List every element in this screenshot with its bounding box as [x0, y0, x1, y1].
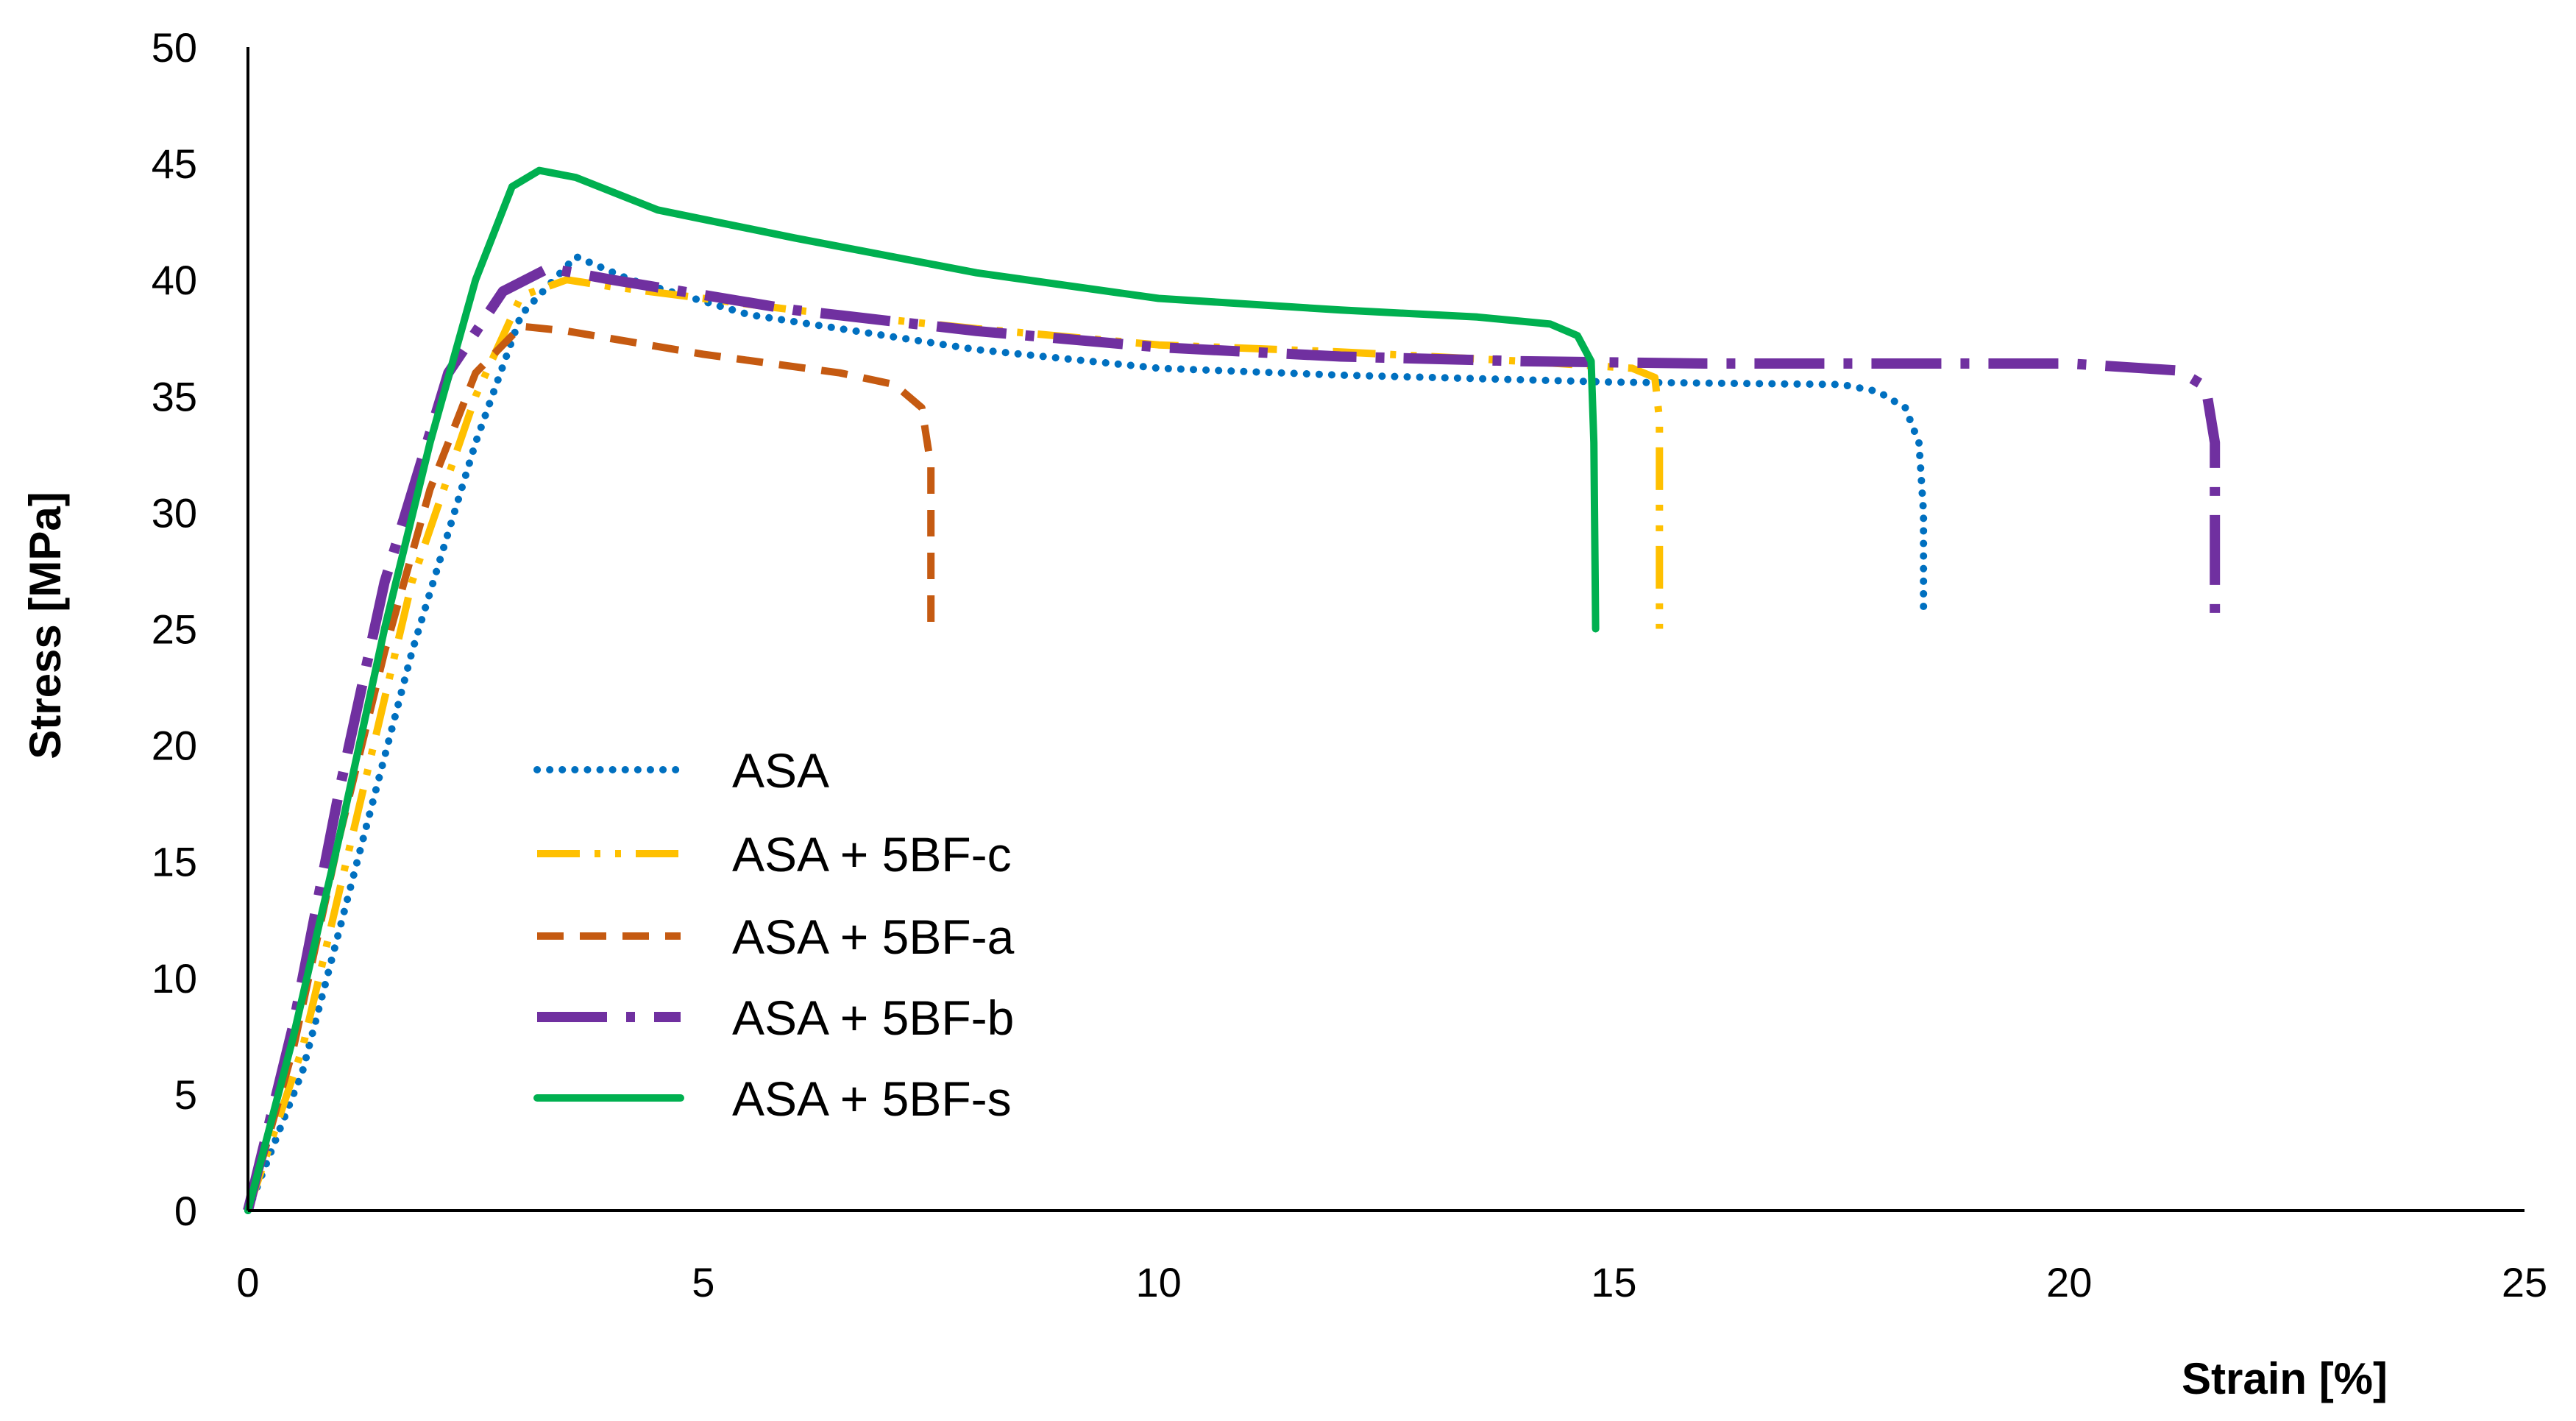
legend-label: ASA + 5BF-b	[732, 991, 1014, 1045]
y-tick-label: 5	[174, 1071, 197, 1118]
legend-label: ASA + 5BF-a	[732, 910, 1015, 964]
y-tick-label: 25	[152, 606, 197, 653]
y-tick-label: 0	[174, 1188, 197, 1234]
series-line-asa-5bf-c	[244, 276, 1664, 1212]
x-tick-label: 15	[1591, 1259, 1636, 1305]
x-axis-title: Strain [%]	[2182, 1354, 2388, 1403]
x-tick-label: 20	[2046, 1259, 2092, 1305]
y-tick-label: 40	[152, 257, 197, 303]
y-tick-label: 50	[152, 24, 197, 71]
x-tick-label: 0	[236, 1259, 259, 1305]
plot-area	[243, 166, 2221, 1214]
y-tick-label: 35	[152, 373, 197, 419]
series-line-asa-5bf-b	[243, 263, 2221, 1212]
x-tick-label: 25	[2502, 1259, 2547, 1305]
y-tick-label: 45	[152, 141, 197, 187]
series-line-asa-5bf-s	[244, 166, 1600, 1214]
legend: ASA ASA + 5BF-c ASA + 5BF-a ASA + 5BF-b ASA …	[533, 743, 1015, 1126]
legend-label: ASA + 5BF-c	[732, 827, 1012, 882]
y-tick-label: 10	[152, 955, 197, 1002]
series-line-asa	[244, 252, 1928, 1214]
y-axis-title: Stress [MPa]	[21, 492, 70, 759]
x-tick-label: 5	[692, 1259, 714, 1305]
legend-label: ASA + 5BF-s	[732, 1071, 1012, 1126]
y-tick-label: 20	[152, 723, 197, 769]
y-tick-label: 15	[152, 839, 197, 885]
tick-labels: 0 5 10 15 20 25 0 5 10 15 20 25 30 35 40 45 50	[152, 24, 2547, 1305]
x-tick-label: 10	[1135, 1259, 1181, 1305]
y-tick-label: 30	[152, 489, 197, 536]
axes	[246, 47, 2524, 1212]
legend-label: ASA	[732, 743, 829, 798]
series-line-asa-5bf-a	[244, 322, 935, 1212]
